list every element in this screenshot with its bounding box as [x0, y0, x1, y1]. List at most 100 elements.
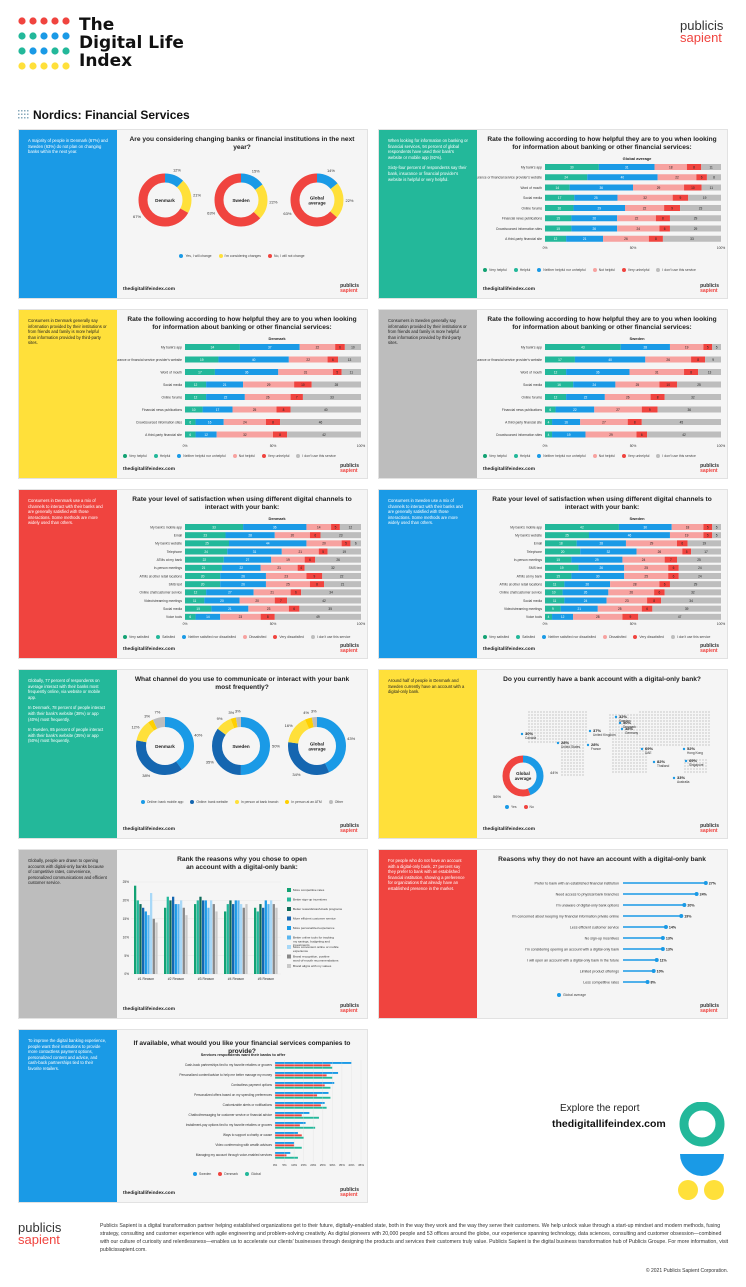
- map-dot: [648, 711, 650, 713]
- card-body: If available, what would you like your f…: [117, 1030, 367, 1202]
- map-dot: [561, 714, 563, 716]
- card-side-text: A majority of people in Denmark (67%) an…: [19, 130, 117, 298]
- map-dot: [630, 720, 632, 722]
- map-dot: [627, 726, 629, 728]
- map-dot: [561, 756, 563, 758]
- bar: [134, 885, 137, 974]
- bar: [275, 1082, 335, 1084]
- legend-swatch: [287, 935, 291, 940]
- map-dot: [570, 720, 572, 722]
- map-dot: [555, 732, 557, 734]
- map-dot: [570, 756, 572, 758]
- map-dot: [693, 729, 695, 731]
- card-site-link[interactable]: thedigitallifeindex.com: [123, 467, 175, 472]
- map-dot: [624, 741, 626, 743]
- map-pct: 50%: [623, 720, 631, 725]
- map-dot: [702, 768, 704, 770]
- map-dot: [696, 720, 698, 722]
- segment-label: 24: [584, 599, 588, 603]
- map-dot: [585, 717, 587, 719]
- map-dot: [540, 732, 542, 734]
- segment-label: 26: [624, 237, 628, 241]
- section-title: Nordics: Financial Services: [33, 108, 190, 122]
- donut-slice: [290, 173, 344, 227]
- map-dot: [669, 714, 671, 716]
- map-dot: [582, 729, 584, 731]
- segment-label: 36: [273, 525, 277, 529]
- side-para: Around half of people in Denmark and Swe…: [388, 678, 465, 695]
- card-site-link[interactable]: thedigitallifeindex.com: [483, 287, 535, 292]
- map-dot: [564, 720, 566, 722]
- row-label: Telephone: [167, 550, 182, 554]
- map-dot: [570, 771, 572, 773]
- row-label: No sign-up incentives: [585, 937, 620, 941]
- map-dot: [636, 756, 638, 758]
- bar-segment: [647, 597, 662, 604]
- segment-label: 20: [201, 574, 205, 578]
- y-tick: 25%: [123, 880, 130, 884]
- map-dot: [681, 732, 683, 734]
- map-dot: [636, 768, 638, 770]
- card-body: Rank the reasons why you chose to open a…: [117, 850, 367, 1018]
- map-dot: [696, 723, 698, 725]
- map-dot: [633, 726, 635, 728]
- map-dot: [666, 726, 668, 728]
- map-dot: [684, 720, 686, 722]
- row-label: My bank's mobile app: [150, 525, 182, 529]
- map-dot: [630, 735, 632, 737]
- legend-label: I don't use this service: [316, 635, 351, 639]
- card-site-link[interactable]: thedigitallifeindex.com: [123, 827, 175, 832]
- segment-label: 24: [564, 176, 568, 180]
- bar-segment: [664, 589, 721, 596]
- map-dot: [675, 717, 677, 719]
- logo-word-b: sapient: [340, 648, 358, 654]
- segment-label: 26: [241, 574, 245, 578]
- map-dot: [561, 726, 563, 728]
- segment-label: 33: [212, 525, 216, 529]
- map-dot: [651, 732, 653, 734]
- bar-segment: [185, 524, 244, 530]
- explore-link[interactable]: thedigitallifeindex.com: [552, 1118, 666, 1130]
- chart-legend: Online: bank mobile app Online: bank web…: [123, 800, 361, 805]
- map-dot: [582, 720, 584, 722]
- segment-label: 45: [680, 420, 684, 424]
- legend-item: Denmark: [218, 1172, 238, 1177]
- map-dot: [648, 723, 650, 725]
- map-dot: [576, 714, 578, 716]
- segment-label: 36: [596, 370, 600, 374]
- segment-label: 44: [266, 542, 270, 546]
- card-site-link[interactable]: thedigitallifeindex.com: [123, 1191, 175, 1196]
- bar: [275, 1146, 302, 1149]
- bar: [202, 900, 205, 974]
- row-label: Customizable alerts or notifications: [223, 1103, 273, 1107]
- map-dot: [648, 717, 650, 719]
- card-site-link[interactable]: thedigitallifeindex.com: [123, 647, 175, 652]
- map-dot: [564, 729, 566, 731]
- card-site-link[interactable]: thedigitallifeindex.com: [123, 287, 175, 292]
- map-dot: [555, 723, 557, 725]
- row-label: Personalized content/advice to help me b…: [179, 1073, 272, 1077]
- card-site-link[interactable]: thedigitallifeindex.com: [483, 827, 535, 832]
- map-dot: [636, 714, 638, 716]
- segment-label: 26: [585, 582, 589, 586]
- legend-swatch: [243, 635, 248, 640]
- map-dot: [555, 741, 557, 743]
- row-label: Financial news publications: [502, 408, 542, 412]
- map-dot: [582, 756, 584, 758]
- segment-label: 31: [253, 550, 257, 554]
- legend-swatch: [218, 1172, 223, 1177]
- map-pct: 69%: [689, 758, 697, 763]
- row-label: Chatbot/messaging for customer service o…: [189, 1113, 273, 1117]
- card-site-link[interactable]: thedigitallifeindex.com: [123, 1007, 175, 1012]
- segment-label: 9: [680, 196, 682, 200]
- map-dot: [549, 732, 551, 734]
- donut-center-label: Global: [310, 196, 324, 201]
- legend-label: Very satisfied: [489, 635, 510, 639]
- card-site-link[interactable]: thedigitallifeindex.com: [483, 467, 535, 472]
- card-site-link[interactable]: thedigitallifeindex.com: [483, 647, 535, 652]
- map-dot: [618, 753, 620, 755]
- map-dot: [654, 726, 656, 728]
- map-dot: [531, 741, 533, 743]
- map-dot: [555, 735, 557, 737]
